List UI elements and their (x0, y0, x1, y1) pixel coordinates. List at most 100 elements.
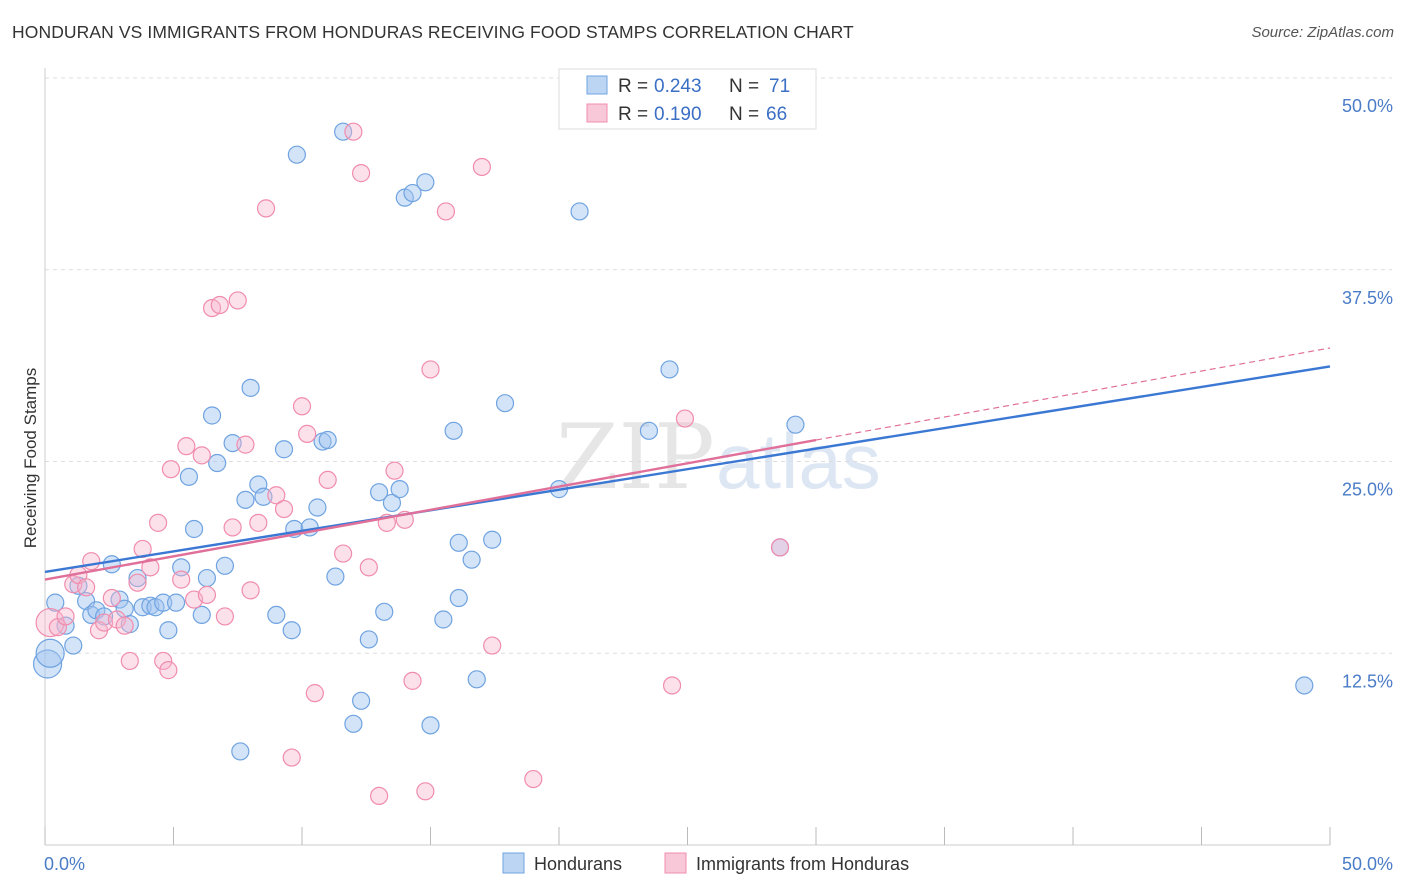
point-hondurans (133, 598, 152, 617)
chart-title: HONDURAN VS IMMIGRANTS FROM HONDURAS REC… (12, 22, 854, 42)
point-hondurans (267, 605, 286, 625)
grid (45, 77, 1392, 654)
legend-bottom-swatch-blue (502, 852, 525, 874)
point-hondurans (344, 714, 363, 733)
point-hondurans (202, 406, 222, 425)
point-hondurans (56, 616, 75, 635)
point-hondurans (184, 519, 204, 539)
legend-bottom-label-hondurans: Hondurans (534, 854, 622, 874)
point-immigrants (77, 578, 96, 597)
point-hondurans (326, 567, 345, 586)
point-hondurans (570, 202, 589, 221)
point-immigrants (236, 435, 255, 454)
legend-n-value-2: 66 (766, 104, 787, 125)
point-immigrants (159, 661, 178, 680)
point-immigrants (370, 786, 389, 806)
point-immigrants (298, 424, 317, 443)
point-hondurans (241, 378, 260, 397)
point-hondurans (197, 568, 217, 588)
point-hondurans (308, 498, 327, 517)
point-immigrants (385, 461, 404, 480)
legend-r-label-2: R = (618, 104, 648, 125)
point-immigrants (472, 157, 491, 177)
point-hondurans (403, 183, 422, 203)
legend-swatch-pink (586, 103, 608, 123)
points (32, 122, 1314, 806)
point-hondurans (462, 550, 481, 569)
point-hondurans (352, 691, 371, 710)
point-immigrants (292, 397, 312, 416)
point-hondurans (375, 602, 394, 621)
point-hondurans (77, 591, 96, 611)
point-hondurans (483, 530, 502, 549)
point-immigrants (334, 544, 353, 563)
point-hondurans (32, 649, 63, 679)
point-hondurans (449, 588, 468, 608)
point-immigrants (241, 581, 260, 600)
point-immigrants (436, 202, 456, 221)
point-immigrants (197, 585, 217, 605)
point-immigrants (161, 460, 181, 479)
point-hondurans (382, 493, 402, 513)
x-tick-label-min: 0.0% (44, 854, 85, 874)
point-hondurans (434, 610, 453, 629)
point-immigrants (305, 684, 324, 703)
point-immigrants (228, 291, 247, 310)
point-hondurans (421, 716, 440, 735)
y-tick-label: 37.5% (1342, 288, 1393, 308)
point-hondurans (192, 605, 211, 625)
point-immigrants (483, 636, 502, 655)
point-immigrants (210, 295, 229, 315)
point-immigrants (318, 470, 337, 490)
point-immigrants (120, 651, 139, 671)
point-immigrants (256, 199, 276, 218)
point-immigrants (148, 513, 168, 532)
point-immigrants (82, 552, 101, 571)
point-immigrants (524, 769, 543, 789)
point-immigrants (172, 570, 191, 589)
y-axis-title: Receiving Food Stamps (21, 368, 40, 548)
point-immigrants (154, 651, 173, 671)
point-immigrants (102, 588, 121, 608)
legend-r-value-2: 0.190 (654, 104, 702, 125)
trend-line-hondurans (44, 365, 1331, 574)
point-hondurans (102, 555, 121, 574)
point-immigrants (115, 616, 134, 635)
point-immigrants (282, 748, 301, 767)
point-hondurans (495, 394, 515, 413)
point-hondurans (416, 173, 435, 192)
point-hondurans (467, 670, 486, 689)
point-hondurans (166, 593, 186, 612)
point-immigrants (421, 360, 440, 379)
point-hondurans (390, 480, 409, 499)
point-hondurans (660, 360, 679, 379)
point-immigrants (128, 573, 147, 592)
trend-line-immigrants (44, 438, 817, 581)
point-immigrants (352, 164, 371, 183)
point-hondurans (334, 122, 353, 141)
point-hondurans (449, 533, 468, 552)
point-immigrants (403, 671, 422, 690)
x-tick-label-max: 50.0% (1342, 854, 1393, 874)
point-hondurans (215, 556, 234, 575)
point-hondurans (444, 421, 463, 440)
point-immigrants (662, 676, 682, 695)
legend-n-value-1: 71 (769, 76, 790, 97)
point-hondurans (370, 483, 389, 502)
point-hondurans (639, 421, 659, 440)
point-hondurans (159, 621, 178, 640)
legend-bottom-label-immigrants: Immigrants from Honduras (696, 854, 909, 874)
legend-bottom-swatch-pink (664, 852, 687, 874)
trend-line-immigrants-extension (815, 347, 1331, 441)
point-hondurans (35, 638, 65, 668)
point-hondurans (128, 568, 147, 588)
trend-lines (44, 347, 1331, 581)
point-hondurans (46, 593, 65, 612)
legend-r-label-1: R = (618, 76, 648, 97)
point-hondurans (179, 467, 199, 486)
point-immigrants (141, 558, 160, 577)
point-immigrants (359, 558, 378, 577)
y-tick-label: 25.0% (1342, 480, 1393, 500)
point-immigrants (192, 446, 211, 465)
point-immigrants (249, 513, 268, 532)
